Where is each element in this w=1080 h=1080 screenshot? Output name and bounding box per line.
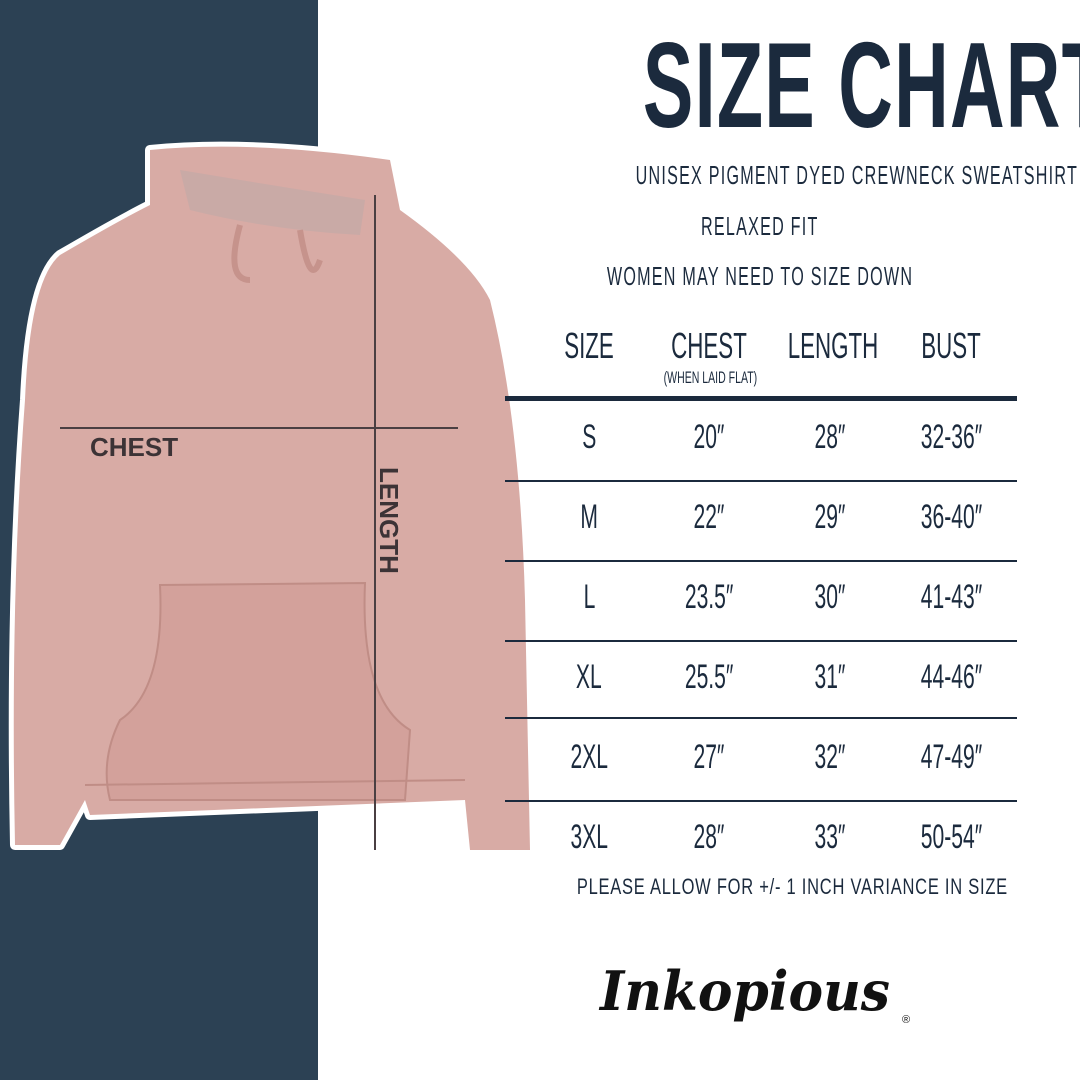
cell-length: 33″ — [814, 818, 846, 856]
sizing-advice: WOMEN MAY NEED TO SIZE DOWN — [606, 261, 914, 291]
cell-size: XL — [576, 658, 602, 696]
variance-footnote: PLEASE ALLOW FOR +/- 1 INCH VARIANCE IN … — [576, 874, 1008, 899]
chest-note: (WHEN LAID FLAT) — [663, 368, 757, 387]
cell-size: L — [583, 578, 595, 616]
header-length: LENGTH — [787, 325, 879, 366]
page-title: SIZE CHART — [642, 17, 1080, 153]
cell-bust: 47-49″ — [920, 738, 982, 776]
cell-length: 30″ — [814, 578, 846, 616]
header-chest: CHEST — [671, 325, 747, 366]
header-divider — [505, 396, 1017, 401]
cell-chest: 28″ — [693, 818, 725, 856]
header-bust: BUST — [921, 325, 981, 366]
svg-text:®: ® — [902, 1014, 910, 1026]
cell-bust: 36-40″ — [920, 498, 982, 536]
product-subtitle: UNISEX PIGMENT DYED CREWNECK SWEATSHIRT — [635, 160, 1079, 190]
chest-measure-label: CHEST — [90, 432, 179, 462]
cell-length: 29″ — [814, 498, 846, 536]
hoodie-photo — [8, 141, 535, 855]
row-divider — [505, 640, 1017, 642]
cell-bust: 41-43″ — [920, 578, 982, 616]
cell-chest: 27″ — [693, 738, 725, 776]
inkopious-logo: Inkopious ® — [598, 959, 910, 1026]
header-size: SIZE — [564, 325, 614, 366]
cell-chest: 22″ — [693, 498, 725, 536]
cell-size: 3XL — [570, 818, 608, 856]
cell-bust: 44-46″ — [920, 658, 982, 696]
cell-bust: 50-54″ — [920, 818, 982, 856]
svg-text:Inkopious: Inkopious — [598, 959, 890, 1023]
cell-size: 2XL — [570, 738, 608, 776]
row-divider — [505, 560, 1017, 562]
cell-size: M — [580, 498, 598, 536]
cell-chest: 20″ — [693, 418, 725, 456]
cell-length: 32″ — [814, 738, 846, 776]
cell-bust: 32-36″ — [920, 418, 982, 456]
cell-size: S — [581, 418, 597, 456]
row-divider — [505, 800, 1017, 802]
row-divider — [505, 717, 1017, 719]
cell-chest: 25.5″ — [684, 658, 734, 696]
cell-length: 28″ — [814, 418, 846, 456]
row-divider — [505, 480, 1017, 482]
cell-length: 31″ — [814, 658, 846, 696]
length-measure-label: LENGTH — [373, 467, 404, 574]
cell-chest: 23.5″ — [684, 578, 734, 616]
fit-label: RELAXED FIT — [701, 211, 819, 241]
